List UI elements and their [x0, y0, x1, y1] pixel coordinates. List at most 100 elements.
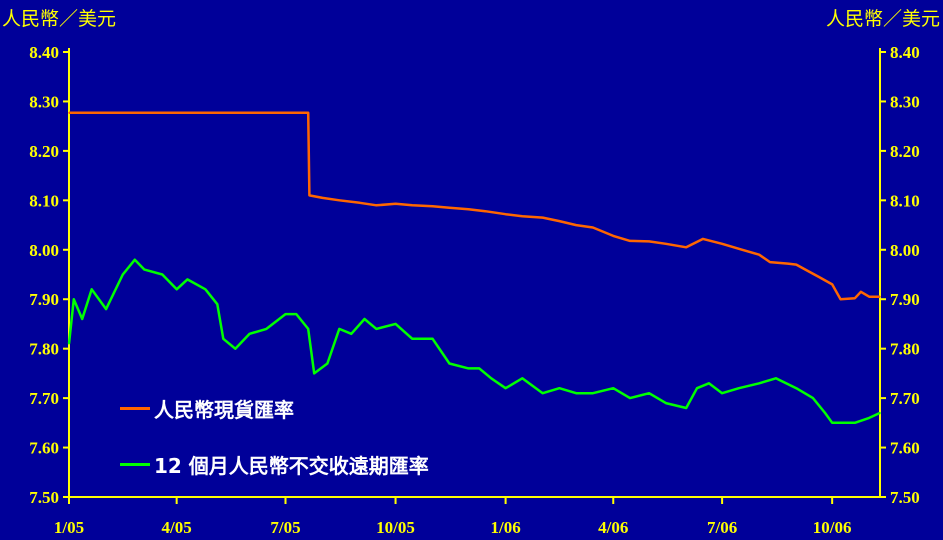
data-point-ndf — [521, 377, 524, 380]
y-tick-label-right: 8.20 — [890, 142, 920, 161]
data-point-spot — [431, 205, 434, 208]
data-point-spot — [868, 295, 870, 298]
legend-item-spot: 人民幣現貨匯率 — [120, 394, 294, 423]
data-point-ndf — [812, 397, 814, 399]
data-point-spot — [467, 208, 470, 210]
x-tick-label: 4/05 — [162, 518, 192, 537]
y-tick-label-left: 7.70 — [29, 389, 59, 408]
data-point-ndf — [105, 308, 107, 310]
data-point-spot — [175, 112, 178, 114]
data-point-ndf — [431, 338, 434, 340]
x-tick-label: 4/06 — [598, 518, 628, 537]
data-point-ndf — [326, 362, 329, 365]
data-point-ndf — [375, 328, 378, 330]
data-point-ndf — [186, 278, 189, 281]
data-point-ndf — [721, 392, 723, 395]
data-point-spot — [321, 197, 324, 199]
data-point-ndf — [307, 328, 310, 330]
data-point-ndf — [161, 273, 164, 276]
data-point-ndf — [175, 288, 178, 291]
data-point-spot — [758, 253, 760, 256]
y-tick-label-left: 8.20 — [29, 142, 59, 161]
y-axis-unit-left: 人民幣／美元 — [2, 8, 117, 30]
data-point-spot — [769, 261, 771, 263]
data-point-ndf — [122, 273, 124, 276]
data-point-ndf — [90, 288, 93, 291]
data-point-spot — [612, 235, 615, 237]
x-tick-label: 1/05 — [54, 518, 84, 537]
data-point-ndf — [350, 333, 353, 335]
series-points-spot — [68, 112, 881, 301]
data-point-spot — [394, 203, 397, 205]
y-tick-label-right: 7.90 — [890, 290, 920, 309]
x-tick-label: 10/06 — [813, 518, 852, 537]
data-point-spot — [721, 243, 723, 245]
series-points-ndf — [68, 258, 881, 424]
legend-item-ndf: 12 個月人民幣不交收遠期匯率 — [120, 450, 429, 479]
data-point-spot — [575, 224, 577, 226]
data-point-ndf — [648, 392, 650, 395]
data-point-ndf — [68, 342, 70, 345]
data-point-spot — [307, 112, 310, 114]
data-point-ndf — [467, 367, 470, 370]
data-point-ndf — [222, 338, 225, 340]
data-point-ndf — [758, 382, 760, 385]
y-tick-label-left: 7.60 — [29, 439, 59, 458]
data-point-ndf — [134, 258, 136, 261]
data-point-spot — [795, 263, 798, 266]
y-tick-label-right: 8.10 — [890, 191, 920, 210]
data-point-ndf — [854, 422, 856, 424]
data-point-spot — [648, 240, 650, 243]
data-point-ndf — [592, 392, 594, 395]
data-point-spot — [504, 213, 507, 215]
data-point-ndf — [81, 318, 83, 320]
data-point-spot — [806, 269, 808, 272]
data-point-spot — [105, 112, 107, 114]
data-point-ndf — [204, 288, 207, 291]
data-point-spot — [860, 291, 862, 293]
data-point-spot — [839, 298, 842, 301]
y-tick-label-right: 8.30 — [890, 92, 920, 111]
legend-label-spot: 人民幣現貨匯率 — [154, 398, 294, 422]
data-point-ndf — [879, 412, 881, 414]
y-tick-label-left: 7.50 — [29, 488, 59, 507]
data-point-spot — [738, 248, 740, 250]
data-point-ndf — [868, 417, 870, 419]
data-point-spot — [685, 246, 687, 249]
data-point-ndf — [448, 362, 451, 365]
series-line-spot — [69, 111, 880, 301]
y-tick-label-left: 7.80 — [29, 340, 59, 359]
y-tick-label-right: 8.00 — [890, 241, 920, 260]
data-point-ndf — [558, 387, 561, 390]
data-point-ndf — [234, 347, 237, 350]
data-point-spot — [138, 112, 141, 114]
data-point-ndf — [685, 407, 687, 409]
y-tick-label-left: 8.40 — [29, 43, 59, 62]
data-point-ndf — [338, 328, 341, 330]
data-point-spot — [358, 202, 361, 204]
data-point-spot — [68, 112, 70, 114]
y-tick-label-left: 8.10 — [29, 191, 59, 210]
y-tick-label-left: 8.30 — [29, 92, 59, 111]
data-point-spot — [831, 283, 833, 286]
data-point-ndf — [490, 377, 493, 380]
data-point-ndf — [313, 372, 316, 375]
data-point-ndf — [73, 298, 75, 301]
data-point-ndf — [795, 387, 798, 390]
data-point-spot — [211, 112, 214, 114]
data-point-spot — [308, 194, 311, 197]
y-tick-label-right: 8.40 — [890, 43, 920, 62]
x-tick-label: 1/06 — [490, 518, 520, 537]
x-tick-label: 7/06 — [707, 518, 737, 537]
data-point-ndf — [629, 397, 631, 399]
data-point-spot — [284, 112, 287, 114]
legend-label-ndf: 12 個月人民幣不交收遠期匯率 — [154, 454, 429, 478]
data-point-spot — [375, 204, 378, 207]
data-point-ndf — [775, 377, 777, 380]
y-tick-label-right: 7.80 — [890, 340, 920, 359]
y-tick-label-left: 7.90 — [29, 290, 59, 309]
x-tick-label: 10/05 — [376, 518, 415, 537]
data-point-ndf — [575, 392, 577, 395]
x-tick-label: 7/05 — [270, 518, 300, 537]
